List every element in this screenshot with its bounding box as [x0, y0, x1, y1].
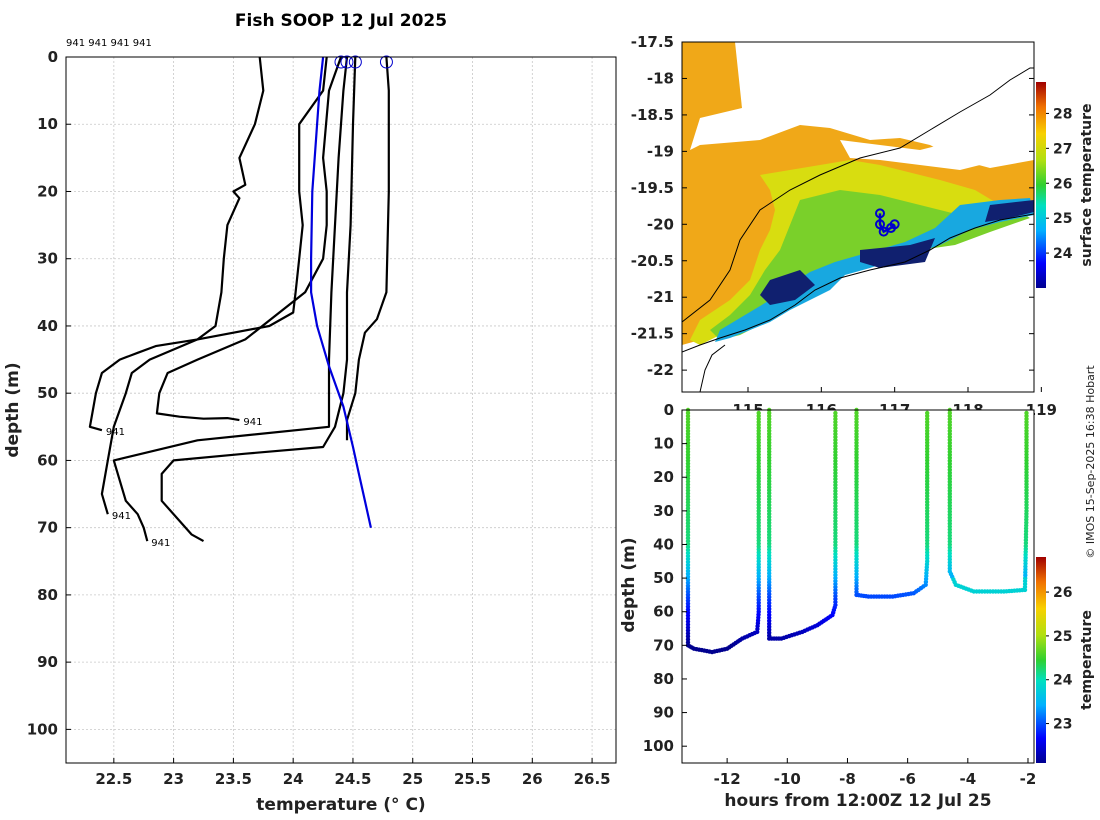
y-tick-label: 10 [37, 115, 58, 133]
tow-sample-point [1024, 410, 1029, 416]
depth-time-x-tick-label: -8 [839, 770, 856, 788]
y-tick-label: 50 [37, 384, 58, 402]
map-y-tick-label: -17.5 [631, 33, 674, 51]
temperature-colorbar-tick-label: 25 [1053, 629, 1072, 645]
temperature-colorbar: 23 24 25 26 temperature [1036, 557, 1095, 763]
depth-time-ylabel: depth (m) [619, 537, 639, 632]
temperature-colorbar-tick-label: 24 [1053, 673, 1073, 689]
depth-time-x-tick-label: -4 [959, 770, 976, 788]
depth-time-y-tick-label: 60 [653, 603, 674, 621]
depth-time-y-tick-label: 20 [653, 468, 674, 486]
x-tick-label: 24 [283, 770, 304, 788]
tow-sample-point [925, 410, 930, 416]
sst-colorbar-tick-label: 28 [1053, 106, 1072, 122]
depth-time-y-tick-label: 10 [653, 435, 674, 453]
surface-marker [334, 55, 348, 69]
profile-end-label: 941 [151, 538, 170, 549]
depth-time-y-tick-label: 50 [653, 569, 674, 587]
bathymetry-contour [682, 67, 1034, 323]
depth-time-y-tick-label: 80 [653, 670, 674, 688]
depth-time-x-tick-label: -12 [714, 770, 741, 788]
ship-track-station [889, 219, 900, 230]
y-tick-label: 40 [37, 317, 58, 335]
map-y-tick-label: -21 [647, 288, 674, 306]
tow-sample-point [756, 410, 761, 416]
surface-marker [379, 55, 393, 69]
sst-cold-coastal [760, 200, 1034, 305]
sst-colorbar-tick-label: 25 [1053, 211, 1072, 227]
coastline-south [699, 344, 726, 392]
map-y-tick-label: -19.5 [631, 179, 674, 197]
profile-xlabel: temperature (° C) [256, 795, 425, 815]
map-y-tick-label: -21.5 [631, 325, 674, 343]
sst-colorbar-tick-label: 27 [1053, 141, 1072, 157]
x-tick-label: 22.5 [95, 770, 132, 788]
depth-time-y-tick-label: 100 [643, 737, 674, 755]
depth-time-plot: -12 -10 -8 -6 -4 -2 0 10 20 30 40 50 60 70 80 90 100 ho… [619, 401, 1036, 811]
depth-time-y-tick-label: 0 [664, 401, 674, 419]
y-tick-label: 70 [37, 519, 58, 537]
temperature-colorbar-tick-label: 23 [1053, 717, 1072, 733]
y-tick-label: 30 [37, 250, 58, 268]
surface-marker [348, 55, 362, 69]
map-y-tick-label: -20.5 [631, 252, 674, 270]
sst-cool-region [715, 198, 1034, 342]
x-tick-label: 23.5 [215, 770, 252, 788]
y-tick-label: 90 [37, 653, 58, 671]
depth-time-y-tick-label: 30 [653, 502, 674, 520]
temperature-profile-line [88, 56, 265, 432]
temperature-profile-line [100, 56, 328, 515]
y-tick-label: 20 [37, 182, 58, 200]
map-y-tick-label: -18.5 [631, 106, 674, 124]
profile-end-label: 941 [243, 417, 262, 428]
white-cloud-gap [735, 42, 1000, 170]
sst-colorbar-label: surface temperature [1079, 103, 1095, 266]
sst-colorbar-tick-label: 26 [1053, 176, 1072, 192]
x-tick-label: 24.5 [334, 770, 371, 788]
temperature-profile-line [112, 56, 349, 542]
x-tick-label: 25.5 [454, 770, 491, 788]
profile-title: Fish SOOP 12 Jul 2025 [235, 11, 447, 31]
x-tick-label: 26.5 [574, 770, 611, 788]
top-station-labels: 941 941 941 941 [66, 38, 152, 49]
depth-time-y-tick-label: 40 [653, 535, 674, 553]
ship-track-station [875, 208, 885, 219]
depth-time-x-tick-label: -6 [899, 770, 916, 788]
map-y-tick-label: -18 [647, 69, 674, 87]
x-tick-label: 25 [402, 770, 423, 788]
temperature-colorbar-label: temperature [1079, 610, 1095, 710]
y-tick-label: 60 [37, 451, 58, 469]
copyright-notice: © IMOS 15-Sep-2025 16:38 Hobart [1084, 365, 1097, 559]
temperature-profile-line [345, 56, 390, 441]
sst-colorbar-tick-label: 24 [1053, 246, 1073, 262]
temperature-profile-line [160, 56, 357, 543]
depth-time-xlabel: hours from 12:00Z 12 Jul 25 [724, 791, 991, 811]
map-y-tick-label: -20 [647, 215, 674, 233]
map-y-tick-label: -22 [647, 361, 674, 379]
depth-time-y-tick-label: 70 [653, 636, 674, 654]
coastline [682, 213, 1034, 353]
y-tick-label: 100 [27, 720, 58, 738]
depth-time-x-tick-label: -10 [774, 770, 801, 788]
tow-sample-point [833, 410, 838, 416]
profile-end-label: 941 [106, 427, 125, 438]
sst-colorbar: 24 25 26 27 28 surface temperature [1036, 82, 1095, 288]
map-y-tick-label: -19 [647, 142, 674, 160]
profile-end-label: 941 [112, 511, 131, 522]
depth-time-y-tick-label: 90 [653, 704, 674, 722]
y-tick-label: 0 [48, 48, 58, 66]
surface-marker [340, 55, 354, 69]
profile-plot: 941 941 941 941 22.5 23 23.5 24 24.5 25 25.5 26 26.… [3, 11, 617, 815]
temperature-profile-line [155, 56, 343, 422]
temperature-colorbar-tick-label: 26 [1053, 585, 1072, 601]
sst-map: -17.5 -18 -18.5 -19 -19.5 -20 -20.5 -21 -21.5 -22… [631, 33, 1057, 419]
reference-profile-line [310, 56, 372, 528]
x-tick-label: 23 [163, 770, 184, 788]
y-tick-label: 80 [37, 586, 58, 604]
profile-ylabel: depth (m) [3, 362, 23, 457]
depth-time-x-tick-label: -2 [1020, 770, 1037, 788]
x-tick-label: 26 [522, 770, 543, 788]
